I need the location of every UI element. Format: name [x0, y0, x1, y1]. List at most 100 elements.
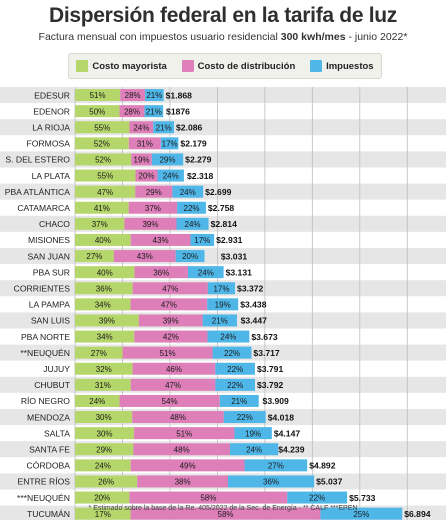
segment-label: 52%	[95, 156, 111, 165]
segment-label: 47%	[97, 188, 113, 197]
bar-segment-distribucion	[135, 185, 173, 198]
segment-label: 28%	[124, 107, 140, 116]
bar-segment-mayorista	[75, 250, 114, 263]
segment-label: 30%	[97, 429, 113, 438]
segment-label: 49%	[180, 461, 196, 470]
total-label: $2.814	[211, 219, 238, 229]
bar-segment-distribucion	[134, 330, 208, 343]
bar-segment-mayorista	[75, 443, 134, 456]
total-label: $2.699	[205, 187, 232, 197]
total-label: $4.239	[278, 444, 305, 454]
segment-label: 48%	[170, 413, 186, 422]
segment-label: 17%	[162, 139, 178, 148]
category-label: MISIONES	[28, 235, 70, 245]
segment-label: 41%	[94, 204, 110, 213]
segment-label: 21%	[156, 123, 172, 132]
chart-title: Dispersión federal en la tarifa de luz	[48, 4, 398, 27]
segment-label: 24%	[198, 268, 214, 277]
segment-label: 50%	[89, 107, 105, 116]
segment-label: 36%	[263, 478, 279, 487]
category-label: SANTA FE	[29, 444, 70, 454]
bar-segment-mayorista	[75, 314, 139, 327]
segment-label: 22%	[227, 381, 243, 390]
total-label: $3.447	[241, 316, 268, 326]
bar-segment-distribucion	[128, 137, 161, 150]
segment-label: 31%	[137, 139, 153, 148]
segment-label: 24%	[163, 172, 179, 181]
legend-label-mayorista: Costo mayorista	[92, 60, 167, 72]
segment-label: 38%	[175, 478, 191, 487]
total-label: $5.037	[316, 477, 343, 487]
segment-label: 26%	[98, 478, 114, 487]
bar-segment-distribucion	[130, 459, 245, 472]
bar-segment-mayorista	[75, 137, 129, 150]
segment-label: 58%	[218, 510, 234, 519]
chart-subtitle: Factura mensual con impuestos usuario re…	[0, 31, 446, 43]
segment-label: 43%	[137, 252, 153, 261]
total-label: $5.733	[349, 493, 376, 503]
bar-segment-mayorista	[75, 282, 133, 295]
segment-label: 22%	[184, 204, 200, 213]
segment-label: 48%	[174, 445, 190, 454]
bar-segment-distribucion	[119, 394, 220, 407]
segment-label: 19%	[215, 300, 231, 309]
segment-label: 27%	[91, 349, 107, 358]
segment-label: 24%	[246, 445, 262, 454]
bar-segment-mayorista	[75, 169, 136, 182]
category-label: **NEUQUÉN	[20, 348, 70, 358]
bar-segment-mayorista	[75, 362, 133, 375]
bar-segment-mayorista	[75, 411, 133, 424]
bar-segment-impuestos	[202, 314, 237, 327]
bar-segment-distribucion	[130, 378, 216, 391]
legend-swatch-distribucion	[181, 60, 194, 72]
category-label: MENDOZA	[27, 412, 70, 422]
total-label: $1876	[166, 106, 190, 116]
bar-segment-impuestos	[153, 121, 175, 134]
segment-label: 51%	[176, 429, 192, 438]
category-label: EDENOR	[33, 106, 70, 116]
category-label: FORMOSA	[27, 139, 71, 149]
segment-label: 29%	[146, 188, 162, 197]
bar-segment-distribucion	[119, 105, 145, 118]
segment-label: 40%	[97, 268, 113, 277]
segment-label: 28%	[125, 91, 141, 100]
total-label: $3.372	[237, 283, 264, 293]
bar-segment-mayorista	[75, 459, 131, 472]
bar-segment-impuestos	[219, 394, 259, 407]
category-label: SALTA	[44, 428, 70, 438]
total-label: $3.673	[251, 332, 278, 342]
segment-label: 40%	[95, 236, 111, 245]
total-label: $4.018	[268, 412, 295, 422]
category-label: CORRIENTES	[14, 283, 71, 293]
bar-segment-mayorista	[75, 153, 132, 166]
total-label: $3.438	[240, 300, 267, 310]
bar-segment-impuestos	[207, 282, 236, 295]
bar-segment-mayorista	[75, 491, 130, 504]
category-label: LA PLATA	[32, 171, 71, 181]
category-label: CATAMARCA	[17, 203, 70, 213]
segment-label: 34%	[95, 300, 111, 309]
segment-label: 47%	[165, 381, 181, 390]
bar-segment-mayorista	[75, 507, 131, 520]
bar-segment-distribucion	[130, 507, 321, 520]
legend-label-impuestos: Impuestos	[326, 60, 374, 72]
segment-label: 39%	[99, 317, 115, 326]
bar-segment-mayorista	[75, 121, 130, 134]
total-label: $4.147	[274, 428, 301, 438]
segment-label: 42%	[163, 333, 179, 342]
segment-label: 36%	[96, 284, 112, 293]
segment-label: 29%	[96, 445, 112, 454]
total-label: $3.792	[257, 380, 284, 390]
category-label: LA PAMPA	[29, 300, 71, 310]
bar-segment-mayorista	[75, 378, 131, 391]
segment-label: 22%	[237, 413, 253, 422]
bar-segment-distribucion	[124, 217, 177, 230]
legend-item-distribucion: Costo de distribución	[181, 60, 295, 72]
chart-legend: Costo mayorista Costo de distribución Im…	[68, 53, 382, 79]
segment-label: 29%	[159, 156, 175, 165]
category-label: ENTRE RÍOS	[17, 477, 70, 487]
segment-label: 24%	[95, 461, 111, 470]
segment-label: 21%	[231, 397, 247, 406]
bar-segment-impuestos	[190, 233, 215, 246]
total-label: $4.892	[309, 461, 336, 471]
